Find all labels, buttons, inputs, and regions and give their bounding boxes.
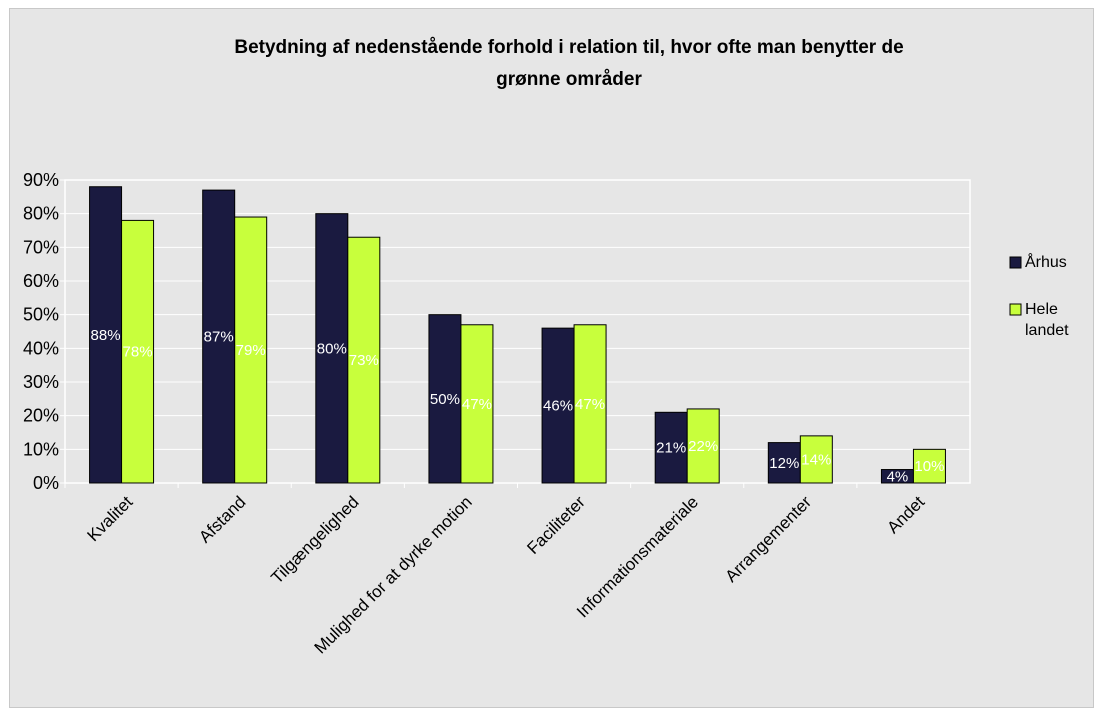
bar (912, 448, 946, 484)
data-label: 22% (688, 438, 718, 455)
data-labels: 88%78%87%79% 80%73%50% 47% 46% 47%21% 22%12% 1… (91, 327, 945, 485)
y-tick-label: 60% (23, 271, 59, 291)
data-label: 47% (575, 396, 605, 413)
bar (202, 189, 236, 484)
x-axis-label: Tilgængelighed (267, 492, 362, 587)
x-axis-label: Kvalitet (84, 492, 137, 545)
x-axis-label: Informationsmateriale (573, 492, 702, 621)
data-label: 78% (123, 344, 153, 361)
data-label: 88% (91, 327, 121, 344)
legend: Århus Hele landet (1009, 252, 1069, 339)
bar (573, 324, 607, 484)
bar (799, 435, 833, 484)
data-label: 79% (236, 342, 266, 359)
y-axis-ticks: 0% 10% 20% 30% 40% 50% 60% 70% 80% 90% (23, 170, 59, 493)
data-label: 80% (317, 340, 347, 357)
legend-label: Århus (1025, 252, 1067, 271)
bar (686, 408, 720, 484)
bars (89, 186, 946, 484)
bar (428, 314, 462, 484)
chart-frame: Betydning af nedenstående forhold i rela… (9, 8, 1094, 708)
bar (89, 186, 123, 484)
y-tick-label: 80% (23, 204, 59, 224)
y-tick-label: 30% (23, 372, 59, 392)
y-tick-label: 70% (23, 237, 59, 257)
bar (654, 411, 688, 484)
bar-chart: Betydning af nedenstående forhold i rela… (23, 37, 1069, 658)
legend-label: Hele (1025, 301, 1058, 318)
data-label: 4% (887, 468, 909, 485)
bar (234, 216, 268, 484)
legend-label: landet (1025, 322, 1069, 339)
data-label: 50% (430, 391, 460, 408)
x-axis-label: Andet (883, 492, 928, 537)
bar (767, 442, 801, 484)
x-axis-label: Arrangementer (722, 492, 816, 586)
bar (347, 236, 381, 484)
data-label: 47% (462, 396, 492, 413)
data-label: 73% (349, 352, 379, 369)
x-axis-label: Afstand (195, 492, 249, 546)
data-label: 12% (769, 455, 799, 472)
legend-swatch (1009, 256, 1022, 269)
y-tick-label: 90% (23, 170, 59, 190)
data-label: 21% (656, 440, 686, 457)
y-tick-label: 10% (23, 439, 59, 459)
legend-swatch (1009, 303, 1022, 316)
data-label: 10% (914, 458, 944, 475)
y-tick-label: 50% (23, 305, 59, 325)
bar (121, 219, 155, 484)
y-tick-label: 0% (33, 473, 59, 493)
plot-area (64, 179, 971, 484)
y-tick-label: 40% (23, 338, 59, 358)
y-tick-label: 20% (23, 406, 59, 426)
x-axis-label: Faciliteter (523, 492, 589, 558)
data-label: 14% (801, 451, 831, 468)
chart-title-line-2: grønne områder (496, 69, 642, 90)
chart-title-line-1: Betydning af nedenstående forhold i rela… (234, 37, 903, 58)
bar (460, 324, 494, 484)
data-label: 87% (204, 329, 234, 346)
data-label: 46% (543, 398, 573, 415)
